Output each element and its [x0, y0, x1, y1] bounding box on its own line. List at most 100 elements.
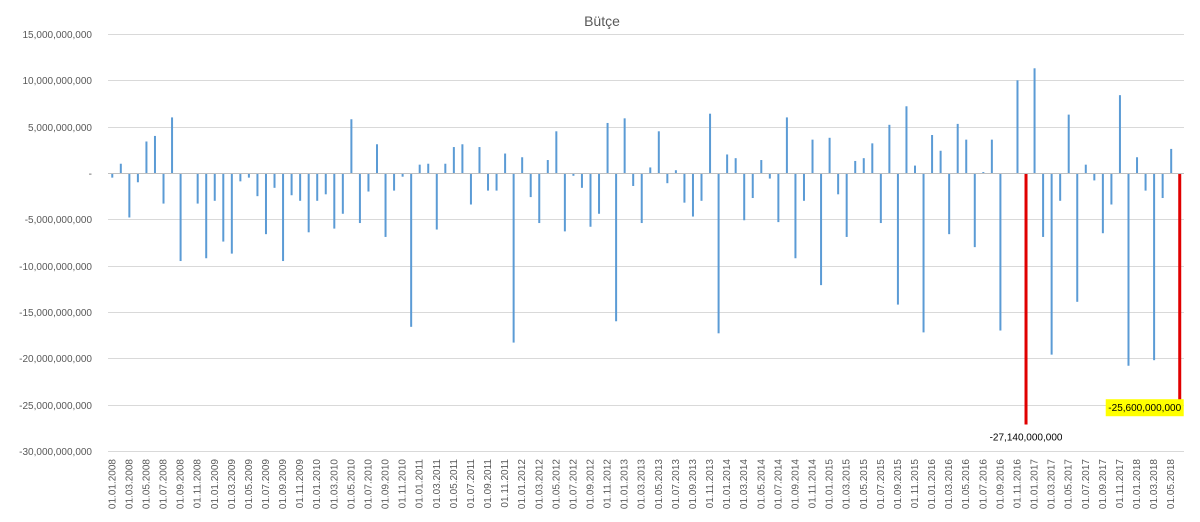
- bar: [666, 173, 669, 184]
- bar: [495, 173, 498, 191]
- bar: [1161, 173, 1164, 199]
- bar: [717, 173, 720, 334]
- bar: [444, 163, 447, 173]
- bar: [435, 173, 438, 230]
- x-tick-label: 01.07.2014: [773, 459, 784, 509]
- x-tick-label: 01.11.2010: [398, 459, 409, 509]
- y-tick-label: 10,000,000,000: [22, 76, 92, 87]
- bar: [691, 173, 694, 217]
- bar: [888, 124, 891, 173]
- bar: [1136, 157, 1139, 173]
- x-tick-label: 01.07.2016: [978, 459, 989, 509]
- x-tick-label: 01.03.2009: [227, 459, 238, 509]
- x-tick-label: 01.09.2013: [688, 459, 699, 509]
- bar: [521, 157, 524, 173]
- x-tick-label: 01.05.2009: [244, 459, 255, 509]
- y-tick-label: -15,000,000,000: [19, 308, 92, 319]
- bar: [760, 160, 763, 173]
- x-tick-label: 01.07.2017: [1081, 459, 1092, 509]
- bar: [1042, 173, 1045, 237]
- x-tick-label: 01.01.2010: [312, 459, 323, 509]
- y-axis-tick-labels: 15,000,000,000 10,000,000,000 5,000,000,00…: [19, 30, 92, 458]
- bar: [307, 173, 310, 233]
- x-tick-label: 01.09.2017: [1098, 459, 1109, 509]
- x-tick-label: 01.01.2013: [620, 459, 631, 509]
- bar: [529, 173, 532, 198]
- bar: [478, 147, 481, 173]
- bar: [504, 153, 507, 173]
- x-tick-label: 01.07.2010: [363, 459, 374, 509]
- bar: [1059, 173, 1062, 201]
- bar: [273, 173, 276, 188]
- bar: [350, 119, 353, 173]
- bar: [179, 173, 182, 262]
- x-tick-label: 01.07.2013: [671, 459, 682, 509]
- bar: [1033, 68, 1036, 173]
- x-tick-label: 01.11.2017: [1115, 459, 1126, 509]
- chart-title: Bütçe: [584, 13, 620, 29]
- bar: [1127, 173, 1130, 366]
- bar: [811, 139, 814, 173]
- bar: [512, 173, 515, 343]
- x-tick-label: 01.05.2017: [1064, 459, 1075, 509]
- x-tick-label: 01.05.2016: [961, 459, 972, 509]
- bars: [111, 68, 1182, 425]
- x-tick-label: 01.09.2012: [585, 459, 596, 509]
- bar: [1110, 173, 1113, 205]
- x-axis-tick-labels: 01.01.2008 01.03.2008 01.05.2008 01.07.2008…: [107, 459, 1177, 509]
- bar: [990, 139, 993, 173]
- bar: [871, 143, 874, 173]
- bar: [247, 173, 250, 178]
- bar: [162, 173, 165, 204]
- bar: [316, 173, 319, 201]
- x-tick-label: 01.03.2011: [432, 459, 443, 509]
- bar: [119, 163, 122, 173]
- x-tick-label: 01.05.2008: [141, 459, 152, 509]
- y-tick-label: -: [89, 169, 92, 180]
- x-tick-label: 01.01.2017: [1030, 459, 1041, 509]
- bar: [854, 160, 857, 173]
- bar: [623, 118, 626, 173]
- bar: [1153, 173, 1156, 361]
- bar: [982, 172, 985, 173]
- bar: [145, 141, 148, 173]
- x-tick-label: 01.05.2012: [551, 459, 562, 509]
- bar: [1101, 173, 1104, 234]
- x-tick-label: 01.09.2016: [995, 459, 1006, 509]
- bar: [136, 173, 139, 183]
- bar: [111, 173, 114, 178]
- bar: [469, 173, 472, 205]
- x-tick-label: 01.03.2018: [1149, 459, 1160, 509]
- bar: [128, 173, 131, 218]
- x-tick-label: 01.11.2009: [295, 459, 306, 509]
- bar: [1067, 114, 1070, 173]
- bar: [418, 164, 421, 173]
- bar: [358, 173, 361, 224]
- bar: [1170, 148, 1173, 173]
- bar: [555, 131, 558, 173]
- bar: [939, 150, 942, 173]
- x-tick-label: 01.01.2018: [1132, 459, 1143, 509]
- bar: [606, 122, 609, 173]
- bar: [879, 173, 882, 224]
- bar: [1016, 80, 1019, 173]
- bar: [589, 173, 592, 227]
- x-tick-label: 01.05.2018: [1166, 459, 1177, 509]
- bar: [837, 173, 840, 195]
- x-tick-label: 01.07.2015: [876, 459, 887, 509]
- y-tick-label: -5,000,000,000: [25, 215, 93, 226]
- bar-highlighted: [1024, 173, 1028, 425]
- x-tick-label: 01.03.2010: [329, 459, 340, 509]
- data-label: -27,140,000,000: [990, 432, 1063, 443]
- bar: [572, 173, 575, 176]
- bar: [734, 158, 737, 173]
- bar: [393, 173, 396, 191]
- bar: [401, 173, 404, 177]
- bar: [649, 167, 652, 173]
- bar: [324, 173, 327, 195]
- x-tick-label: 01.01.2011: [415, 459, 426, 509]
- x-tick-label: 01.09.2014: [790, 459, 801, 509]
- bar: [546, 160, 549, 173]
